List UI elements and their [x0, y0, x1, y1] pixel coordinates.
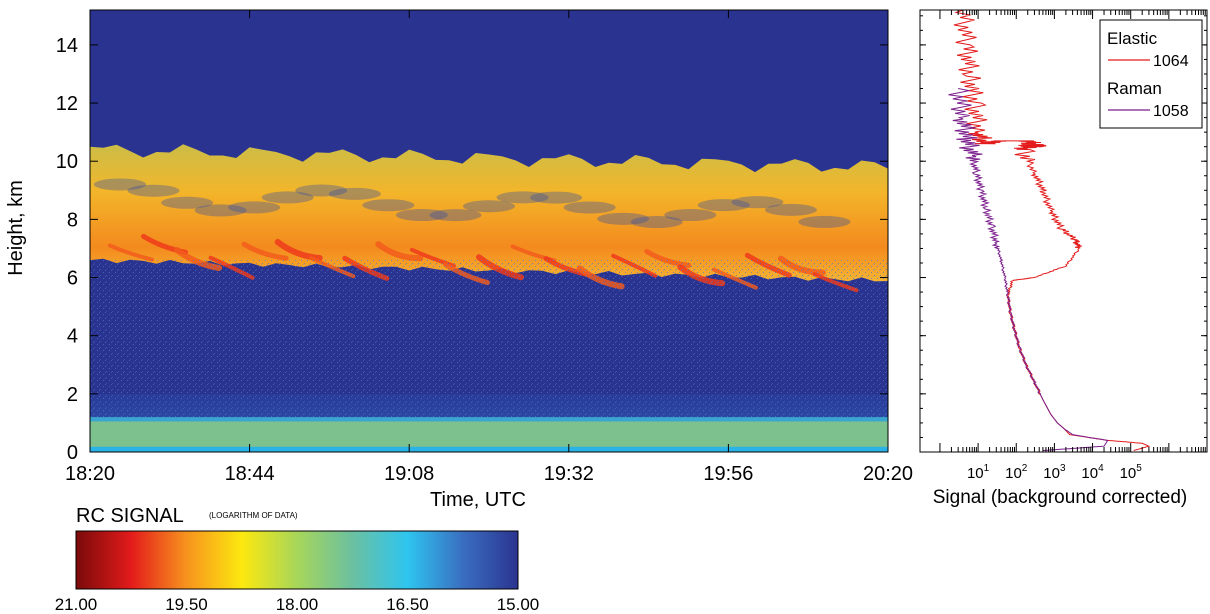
- cloud-gap: [597, 212, 650, 225]
- cloud-gap: [496, 191, 549, 204]
- profile-frame: [919, 9, 1208, 453]
- cloud-gap: [295, 184, 348, 197]
- cloud-gap: [395, 209, 448, 222]
- profile-x-tick-label: 105: [1120, 463, 1143, 482]
- cloud-streak: [375, 241, 424, 262]
- cloud-gap: [228, 201, 281, 214]
- profile-x-label: Signal (background corrected): [933, 487, 1188, 508]
- cloud-gap: [664, 209, 717, 222]
- x-tick-label: 20:20: [863, 463, 913, 485]
- cloud-gap: [161, 196, 214, 209]
- y-tick-label: 14: [56, 35, 78, 57]
- colorbar: RC SIGNAL (LOGARITHM OF DATA) 21.00 19.50…: [55, 505, 540, 614]
- heatmap-y-label: Height, km: [5, 180, 27, 276]
- cloud-gap: [731, 196, 784, 209]
- legend-group-elastic: Elastic: [1107, 29, 1158, 48]
- cloud-streak: [274, 239, 323, 262]
- cloud-gap: [630, 216, 683, 229]
- series-line-1058: [948, 88, 1109, 451]
- heatmap-frame: [89, 9, 889, 453]
- profile-x-tick-label: 103: [1043, 463, 1066, 482]
- cloud-gap: [530, 191, 583, 204]
- cloud-gap: [563, 201, 616, 214]
- cloud-gap: [697, 199, 750, 212]
- x-tick-label: 19:32: [544, 463, 594, 485]
- cloud-gap: [328, 187, 381, 200]
- y-tick-label: 6: [67, 268, 78, 290]
- surface-layer: [90, 421, 888, 450]
- cloud-gap: [127, 184, 180, 197]
- colorbar-title: RC SIGNAL: [76, 505, 184, 527]
- colorbar-tick-label: 19.50: [165, 595, 208, 614]
- y-tick-label: 10: [56, 151, 78, 173]
- colorbar-tick-label: 15.00: [497, 595, 540, 614]
- cloud-streak: [108, 243, 154, 262]
- legend-entry-1064: 1064: [1153, 53, 1189, 70]
- cloud-streaks: [94, 178, 859, 293]
- colorbar-subtitle: (LOGARITHM OF DATA): [209, 511, 298, 520]
- y-tick-label: 0: [67, 442, 78, 464]
- profile-lines: [948, 10, 1151, 451]
- cloud-gap: [764, 203, 817, 216]
- y-tick-label: 8: [67, 209, 78, 231]
- profile-panel: 101 102 103 104 105 Signal (background corre…: [919, 9, 1208, 508]
- colorbar-gradient: [75, 530, 519, 590]
- y-tick-label: 4: [67, 326, 78, 348]
- cloud-gap: [362, 199, 415, 212]
- profile-x-ticks: 101 102 103 104 105: [939, 10, 1206, 482]
- legend-entry-1058: 1058: [1153, 103, 1189, 120]
- x-tick-label: 19:08: [384, 463, 434, 485]
- heatmap-x-ticks: 18:20 18:44 19:08 19:32 19:56 20:20: [65, 10, 913, 485]
- profile-x-tick-label: 101: [967, 463, 990, 482]
- x-tick-label: 19:56: [703, 463, 753, 485]
- cloud-gap: [194, 204, 247, 217]
- cloud-gap: [429, 209, 482, 222]
- surface-layer-top: [90, 417, 888, 425]
- profile-x-tick-label: 104: [1081, 463, 1104, 482]
- colorbar-tick-label: 16.50: [386, 595, 429, 614]
- x-tick-label: 18:44: [225, 463, 275, 485]
- heatmap-y-ticks: 0 2 4 6 8 10 12 14: [56, 35, 888, 464]
- cloud-gap: [94, 178, 146, 191]
- colorbar-ticks: 21.00 19.50 18.00 16.50 15.00: [55, 595, 540, 614]
- y-tick-label: 12: [56, 93, 78, 115]
- heatmap-panel: 0 2 4 6 8 10 12 14 18:20 18:44 19:08 19:32 19:56 20:…: [5, 9, 913, 511]
- colorbar-tick-label: 18.00: [276, 595, 319, 614]
- surface-layer-bottom: [90, 446, 888, 452]
- cloud-gap: [261, 191, 314, 204]
- colorbar-tick-label: 21.00: [55, 595, 98, 614]
- cloud-streak: [241, 241, 289, 261]
- profile-legend: Elastic 1064 Raman 1058: [1099, 19, 1203, 129]
- heatmap-x-label: Time, UTC: [430, 489, 526, 511]
- cloud-gap: [463, 200, 515, 213]
- y-tick-label: 2: [67, 384, 78, 406]
- x-tick-label: 18:20: [65, 463, 115, 485]
- profile-y-ticks: [920, 15, 1207, 453]
- legend-group-raman: Raman: [1107, 79, 1162, 98]
- heatmap-plot-area: [90, 10, 888, 452]
- profile-x-tick-label: 102: [1005, 463, 1028, 482]
- cloud-gap: [798, 215, 851, 228]
